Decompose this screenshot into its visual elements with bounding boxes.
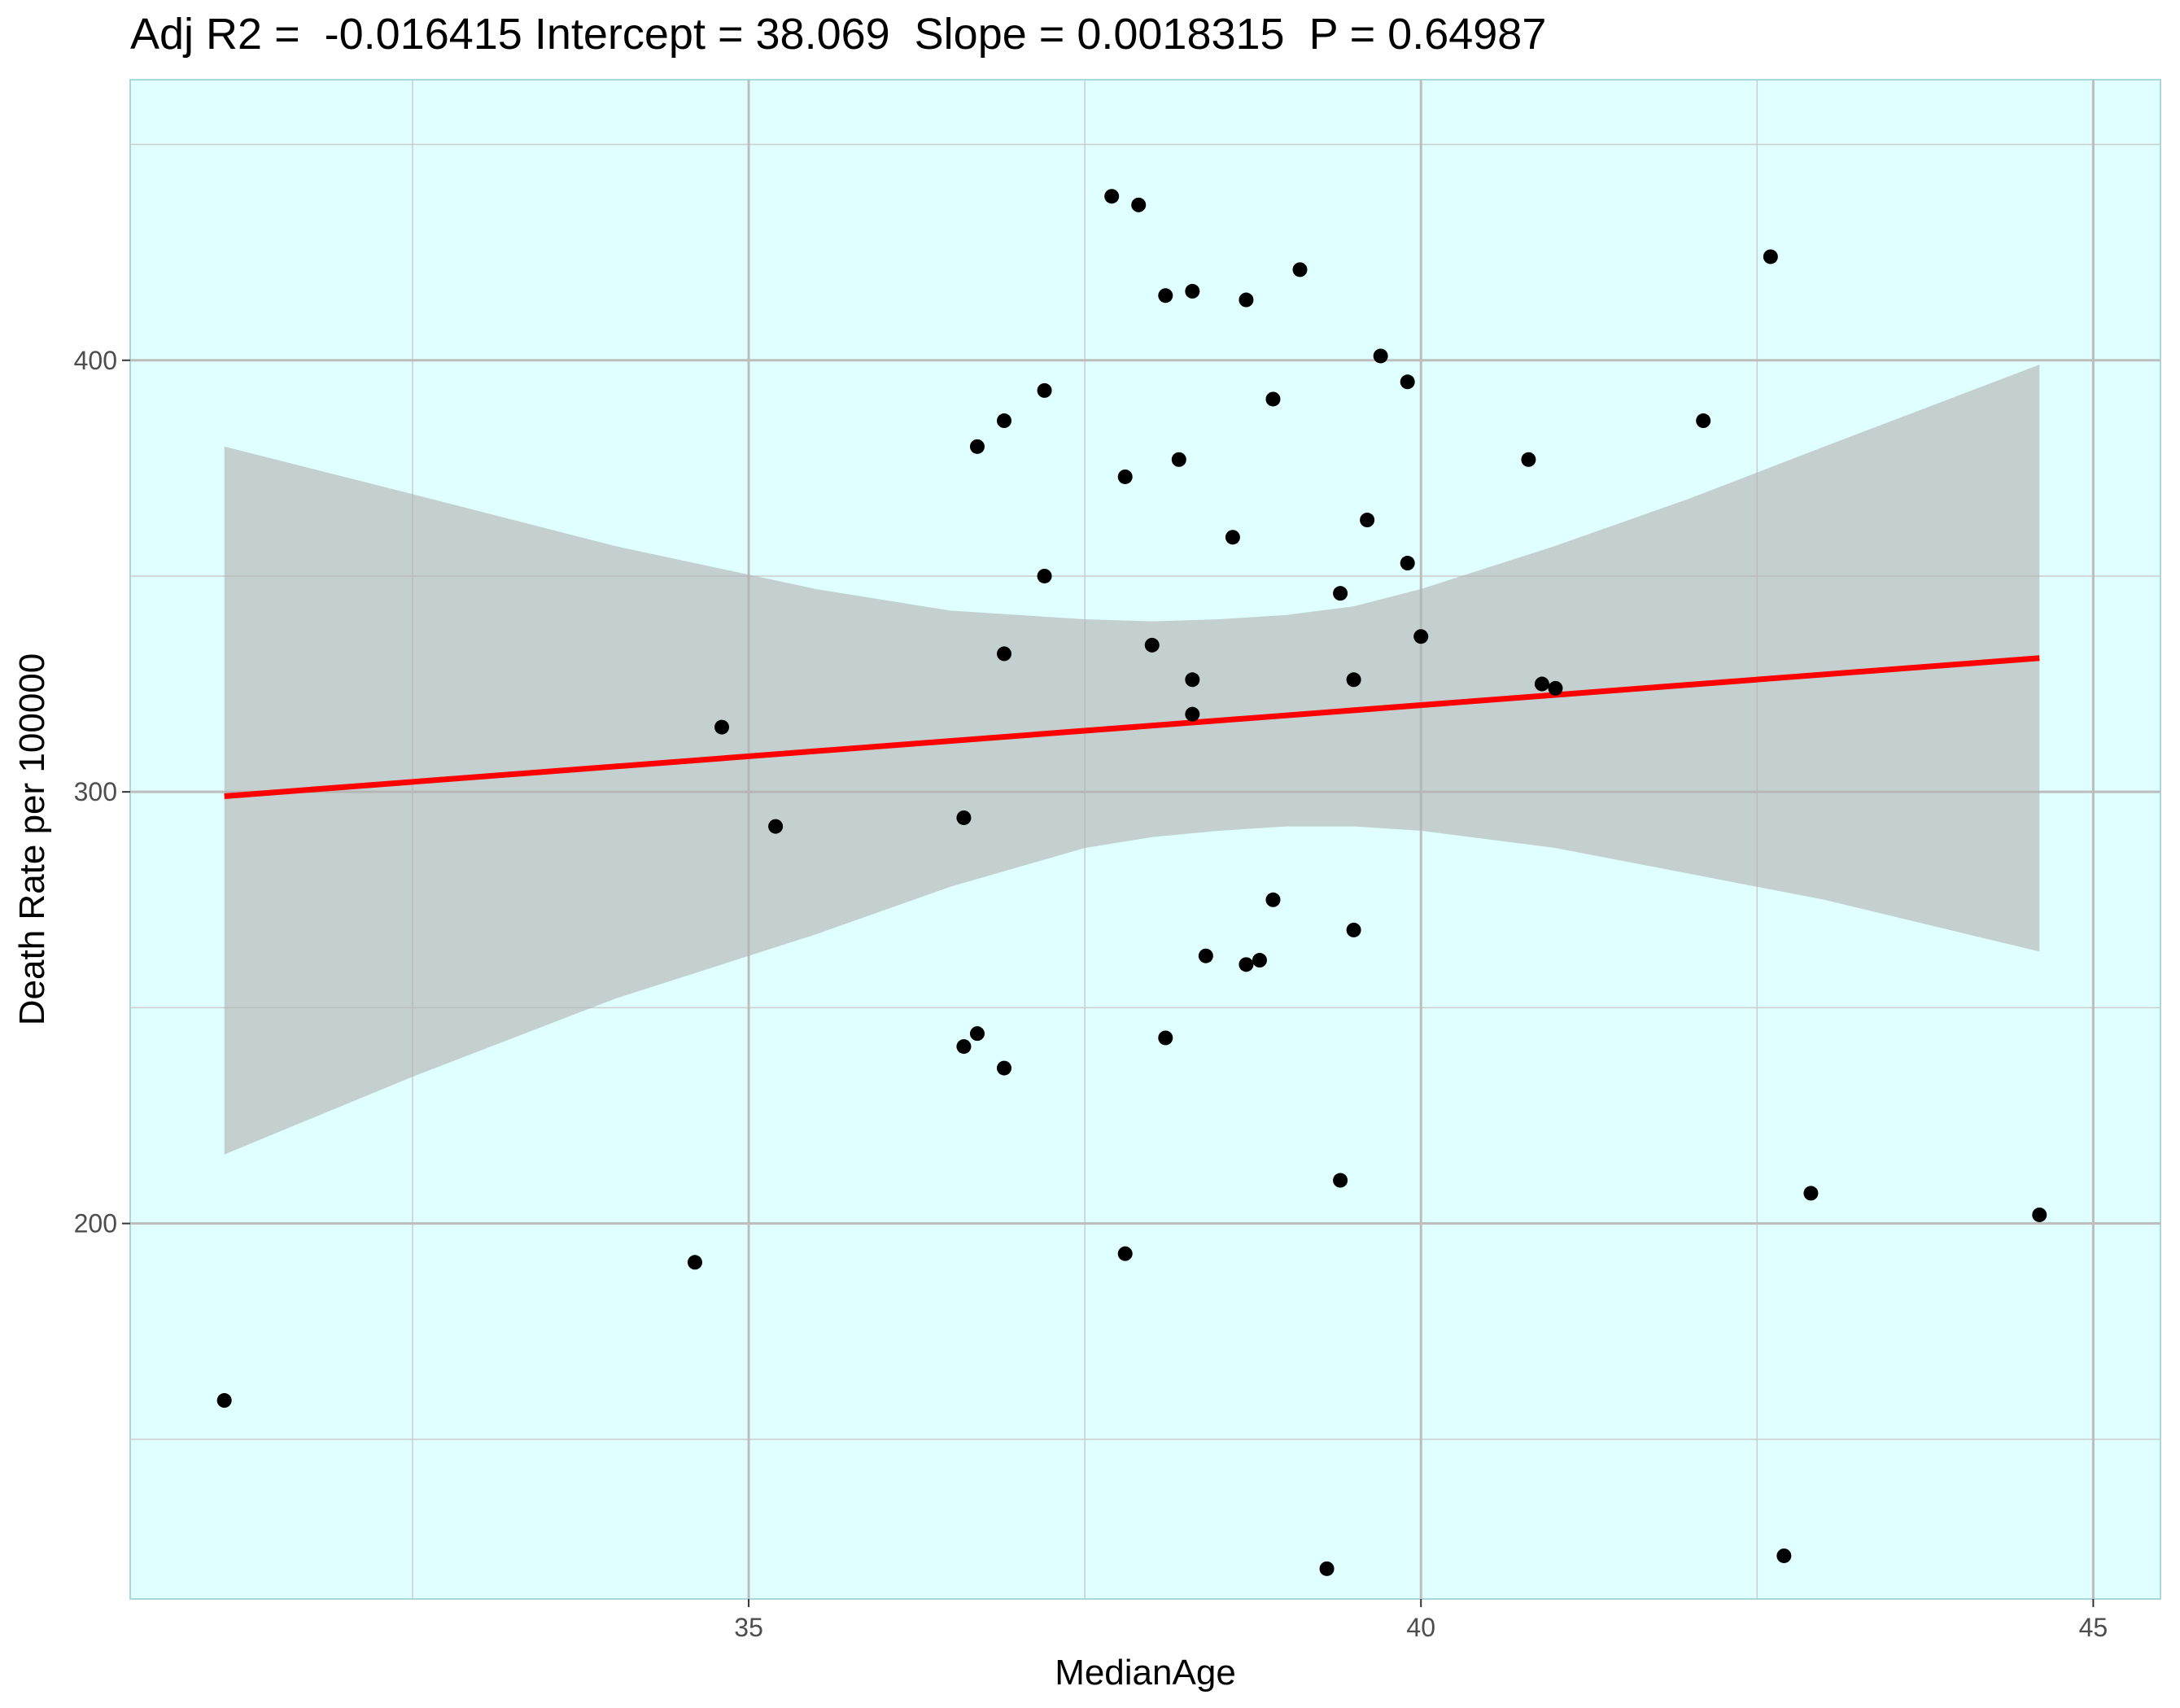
x-tick-label: 35 [734, 1613, 763, 1642]
y-tick-label: 300 [74, 777, 117, 806]
data-point [1548, 680, 1563, 696]
data-point [1333, 1173, 1348, 1188]
data-point [1346, 922, 1361, 937]
data-point [1117, 469, 1133, 484]
data-point [1239, 292, 1254, 308]
x-axis-ticks: 35 40 45 [734, 1599, 2108, 1642]
data-point [1104, 189, 1120, 204]
data-point [1696, 413, 1711, 429]
chart-title: Adj R2 = -0.016415 Intercept = 38.069 Sl… [130, 10, 1546, 59]
data-point [1131, 197, 1147, 212]
data-point [768, 819, 784, 834]
data-point [1265, 391, 1281, 407]
data-point [1144, 637, 1160, 653]
x-axis-title: MedianAge [1055, 1653, 1236, 1693]
data-point [1185, 706, 1200, 722]
data-point [687, 1255, 702, 1270]
data-point [1360, 513, 1375, 528]
data-point [997, 1060, 1012, 1076]
data-point [1239, 957, 1254, 972]
data-point [714, 719, 730, 735]
data-point [1185, 283, 1200, 299]
data-point [1400, 374, 1415, 390]
data-point [1198, 948, 1213, 963]
x-tick-label: 45 [2079, 1613, 2108, 1642]
data-point [969, 439, 985, 454]
data-point [956, 1039, 972, 1055]
regression-line [224, 655, 2040, 799]
y-tick-label: 400 [74, 346, 117, 375]
data-point [1158, 288, 1173, 304]
data-point [1776, 1548, 1792, 1563]
data-point [1333, 586, 1348, 601]
data-point [1037, 568, 1052, 583]
data-point [2032, 1207, 2047, 1222]
y-tick-label: 200 [74, 1209, 117, 1238]
data-point [1292, 262, 1308, 277]
data-point [1413, 629, 1429, 644]
data-point [1185, 672, 1200, 688]
data-point [1521, 452, 1536, 467]
data-point [216, 1393, 232, 1409]
data-point [1158, 1030, 1173, 1046]
data-point [1319, 1561, 1335, 1576]
data-point [956, 810, 972, 825]
y-axis-ticks: 200 300 400 [74, 346, 130, 1238]
data-point [1763, 249, 1778, 264]
data-points [216, 189, 2047, 1576]
data-point [1265, 892, 1281, 907]
data-point [1346, 672, 1361, 688]
data-point [1037, 382, 1052, 398]
data-point [969, 1026, 985, 1042]
data-point [1534, 676, 1549, 692]
data-point [1171, 452, 1186, 467]
data-point [1803, 1186, 1819, 1201]
data-point [1117, 1246, 1133, 1261]
data-point [1400, 556, 1415, 571]
data-point [1225, 530, 1240, 545]
y-axis-title: Death Rate per 100000 [12, 653, 52, 1025]
data-point [1252, 953, 1267, 968]
data-point [1373, 348, 1388, 364]
data-point [997, 646, 1012, 662]
x-tick-label: 40 [1406, 1613, 1435, 1642]
data-point [997, 413, 1012, 429]
confidence-band [224, 365, 2040, 1155]
